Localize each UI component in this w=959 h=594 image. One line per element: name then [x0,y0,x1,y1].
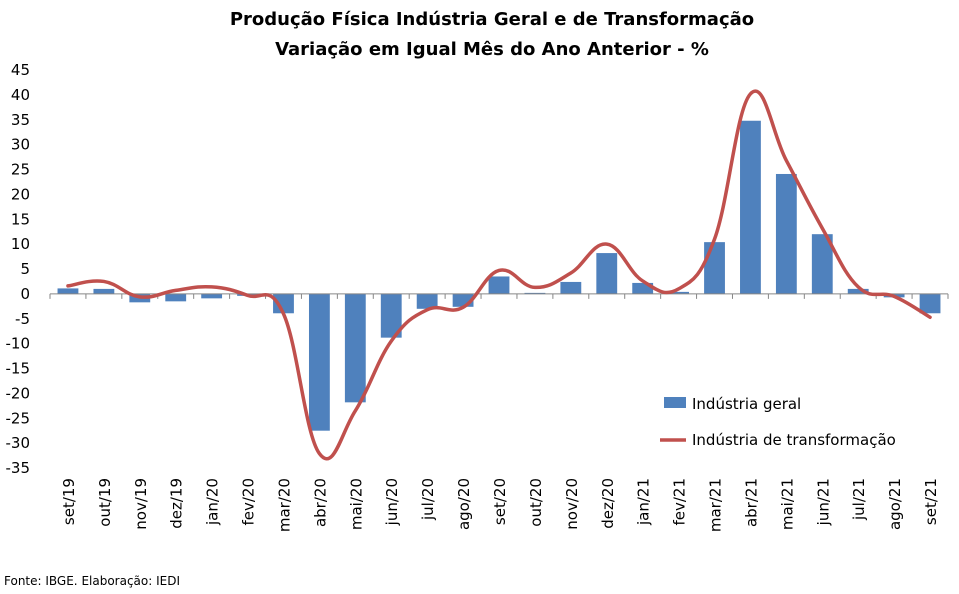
y-tick-label: 20 [11,185,30,203]
y-axis: -35 -30 -25 -20 -15 -10 -5 0 5 10 15 20 25 30 35 40 45 [6,61,31,477]
bar [560,281,582,294]
bar [93,288,115,294]
x-tick-label: nov/19 [132,478,150,530]
line-path [66,89,932,461]
x-tick-label: jun/21 [814,478,832,526]
y-tick-label: 15 [11,210,30,228]
bar [416,293,438,309]
chart-subtitle: Variação em Igual Mês do Ano Anterior - … [275,39,709,60]
source-note: Fonte: IBGE. Elaboração: IEDI [4,574,181,588]
x-tick-label: mai/20 [347,478,365,530]
bar [775,173,797,294]
x-tick-label: dez/19 [168,478,186,529]
bar [811,234,833,294]
y-tick-label: 30 [11,136,30,154]
x-tick-label: nov/20 [563,478,581,530]
bar [57,288,79,294]
y-tick-label: 35 [11,111,30,129]
legend-label-line: Indústria de transformação [692,431,896,449]
x-tick-label: mai/21 [778,478,796,530]
x-tick-label: jan/20 [204,478,222,526]
bar [308,293,330,431]
bar [668,291,690,294]
x-tick-label: set/20 [491,478,509,525]
x-tick-label: mar/20 [275,478,293,532]
bar [165,293,187,302]
x-tick-label: set/19 [60,478,78,525]
y-tick-label: -10 [6,335,31,353]
y-tick-label: -30 [6,434,31,452]
bar [380,293,402,338]
legend-label-bar: Indústria geral [692,395,801,413]
x-tick-label: jul/21 [850,478,868,521]
x-tick-label: out/19 [96,478,114,527]
x-tick-label: jan/21 [635,478,653,526]
bar [740,120,761,294]
bar [919,293,941,314]
bar [596,253,618,294]
bar [847,288,869,294]
y-tick-label: 25 [11,161,30,179]
y-tick-label: -15 [6,360,31,378]
y-tick-label: -5 [15,310,30,328]
y-tick-label: -25 [6,409,31,427]
x-tick-label: abr/21 [742,478,760,527]
x-tick-label: abr/20 [311,478,329,527]
y-tick-label: -35 [6,459,31,477]
bar [704,242,725,294]
bar [273,293,294,314]
y-tick-label: 45 [11,61,30,79]
bar [201,293,223,299]
bar [344,293,366,403]
x-tick-label: dez/20 [599,478,617,529]
x-tick-label: jun/20 [383,478,401,526]
bar-series [57,120,941,431]
x-tick-label: fev/20 [240,478,258,526]
y-tick-label: -20 [6,384,31,402]
x-tick-label: out/20 [527,478,545,527]
y-tick-label: 10 [11,235,30,253]
x-tick-label: jul/20 [419,478,437,521]
x-tick-label: ago/21 [886,478,904,530]
legend: Indústria geral Indústria de transformaç… [660,395,896,449]
bar [488,276,510,294]
legend-swatch-bar [664,397,686,408]
y-tick-label: 0 [20,285,30,303]
chart-title: Produção Física Indústria Geral e de Tra… [230,9,754,30]
y-tick-label: 40 [11,86,30,104]
x-tick-label: fev/21 [671,478,689,526]
x-tick-label: mar/21 [707,478,725,532]
line-series [66,89,932,461]
y-tick-label: 5 [20,260,30,278]
x-tick-label: set/21 [922,478,940,525]
x-axis: set/19 out/19 nov/19 dez/19 jan/20 fev/20 mar/… [49,293,949,532]
x-tick-label: ago/20 [455,478,473,530]
bar [632,282,654,294]
